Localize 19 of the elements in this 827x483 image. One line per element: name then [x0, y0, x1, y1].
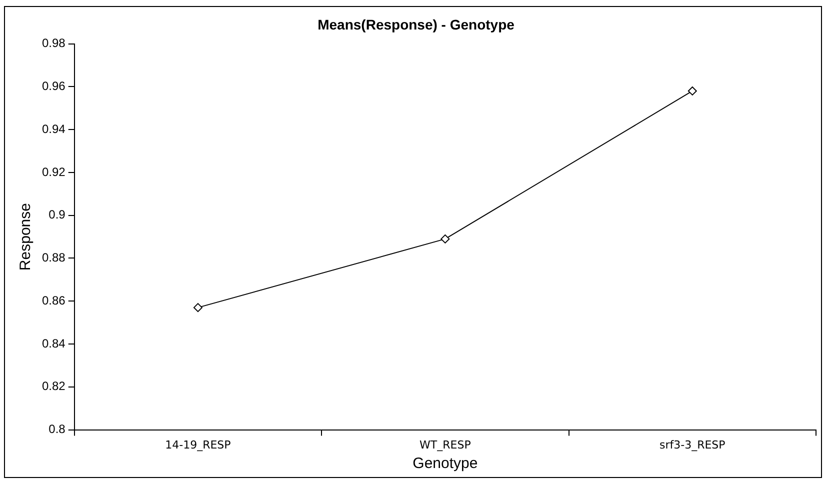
- point: [440, 234, 450, 244]
- y-tick-label: 0.82: [42, 379, 66, 394]
- y-tick-label: 0.96: [42, 79, 66, 93]
- chart-title: Means(Response) - Genotype: [318, 16, 515, 32]
- y-tick-label: 0.9: [48, 208, 66, 222]
- y-tick-label: 0.98: [42, 36, 66, 50]
- y-tick-label: 0.84: [42, 336, 66, 350]
- x-tick-label: WT_RESP: [420, 438, 472, 452]
- y-tick-label: 0.94: [42, 122, 66, 136]
- point: [688, 86, 697, 96]
- point: [193, 303, 202, 312]
- y-tick-label: 0.8: [48, 422, 66, 436]
- y-tick-label: 0.88: [42, 250, 66, 265]
- x-tick-label: srf3-3_RESP: [659, 438, 726, 452]
- x-tick-label: 14-19_RESP: [165, 438, 232, 452]
- x-axis-title: Genotype: [412, 455, 478, 472]
- y-axis-title: Response: [17, 203, 34, 271]
- y-tick-label: 0.92: [42, 164, 66, 179]
- y-tick-label: 0.86: [42, 293, 66, 308]
